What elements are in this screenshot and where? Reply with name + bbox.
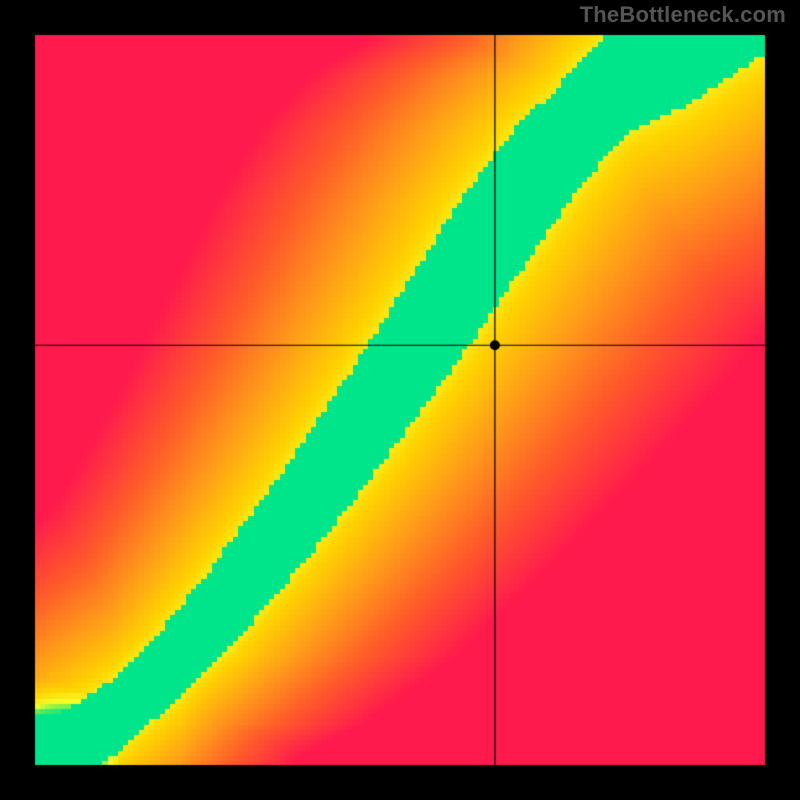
bottleneck-heatmap <box>0 0 800 800</box>
attribution-label: TheBottleneck.com <box>580 2 786 28</box>
